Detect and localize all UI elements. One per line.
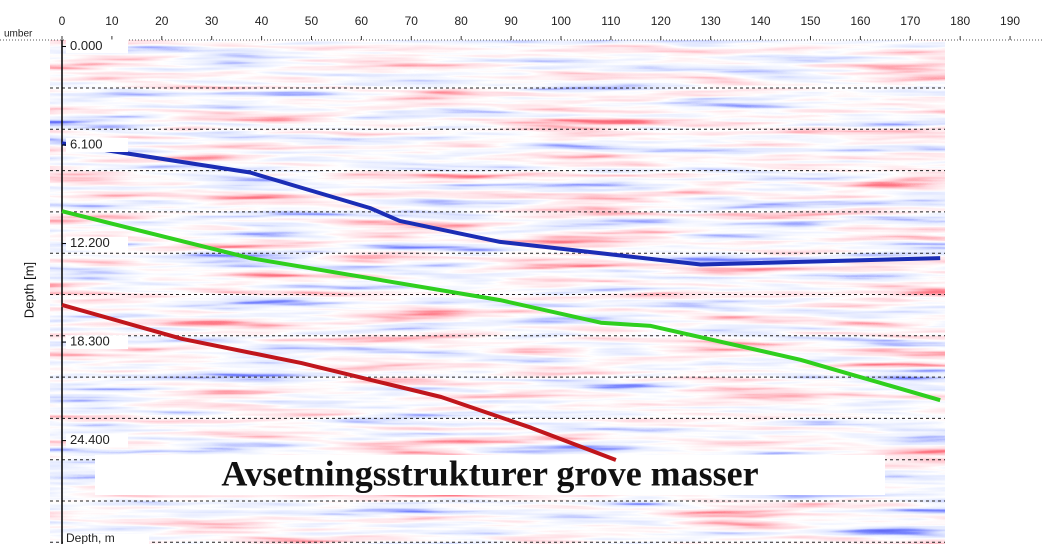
y-tick-label: 0.000: [70, 38, 103, 53]
y-tick-bg: [66, 39, 128, 54]
reflector-line: [61, 141, 941, 267]
unit-box: [63, 534, 149, 544]
x-tick-label: 0: [59, 14, 66, 28]
x-tick-label: 110: [601, 14, 620, 28]
x-tick-label: 190: [1000, 14, 1020, 28]
annotation-box: [95, 455, 885, 495]
x-tick-label: 100: [551, 14, 571, 28]
x-tick-label: 130: [701, 14, 721, 28]
y-axis-label: Depth [m]: [21, 262, 36, 318]
x-tick-label: 150: [800, 14, 820, 28]
y-tick-bg: [66, 138, 128, 152]
x-tick-label: 50: [305, 14, 319, 28]
reflector-line: [61, 209, 941, 403]
x-tick-label: 180: [950, 14, 970, 28]
y-tick-bg: [66, 335, 128, 350]
x-tick-label: 170: [900, 14, 920, 28]
x-tick-label: 80: [455, 14, 469, 28]
y-tick-label: 12.200: [70, 235, 110, 250]
x-tick-label: 20: [155, 14, 169, 28]
x-tick-label: 160: [850, 14, 870, 28]
x-tick-label: 120: [651, 14, 671, 28]
y-tick-label: 18.300: [70, 334, 110, 349]
y-tick-bg: [66, 433, 128, 448]
x-axis-label: umber: [4, 29, 33, 40]
x-tick-label: 10: [105, 14, 119, 28]
x-tick-label: 40: [255, 14, 269, 28]
y-tick-label: 24.400: [70, 432, 110, 447]
y-tick-bg: [66, 236, 128, 251]
reflector-line: [61, 302, 617, 462]
x-tick-label: 140: [751, 14, 771, 28]
x-tick-label: 70: [405, 14, 419, 28]
y-tick-label: 6.100: [70, 136, 103, 151]
annotation: Avsetningsstrukturer grove masser: [221, 453, 758, 493]
x-tick-label: 60: [355, 14, 369, 28]
x-tick-label: 90: [504, 14, 518, 28]
x-tick-label: 30: [205, 14, 219, 28]
y-unit-label: Depth, m: [66, 531, 115, 544]
